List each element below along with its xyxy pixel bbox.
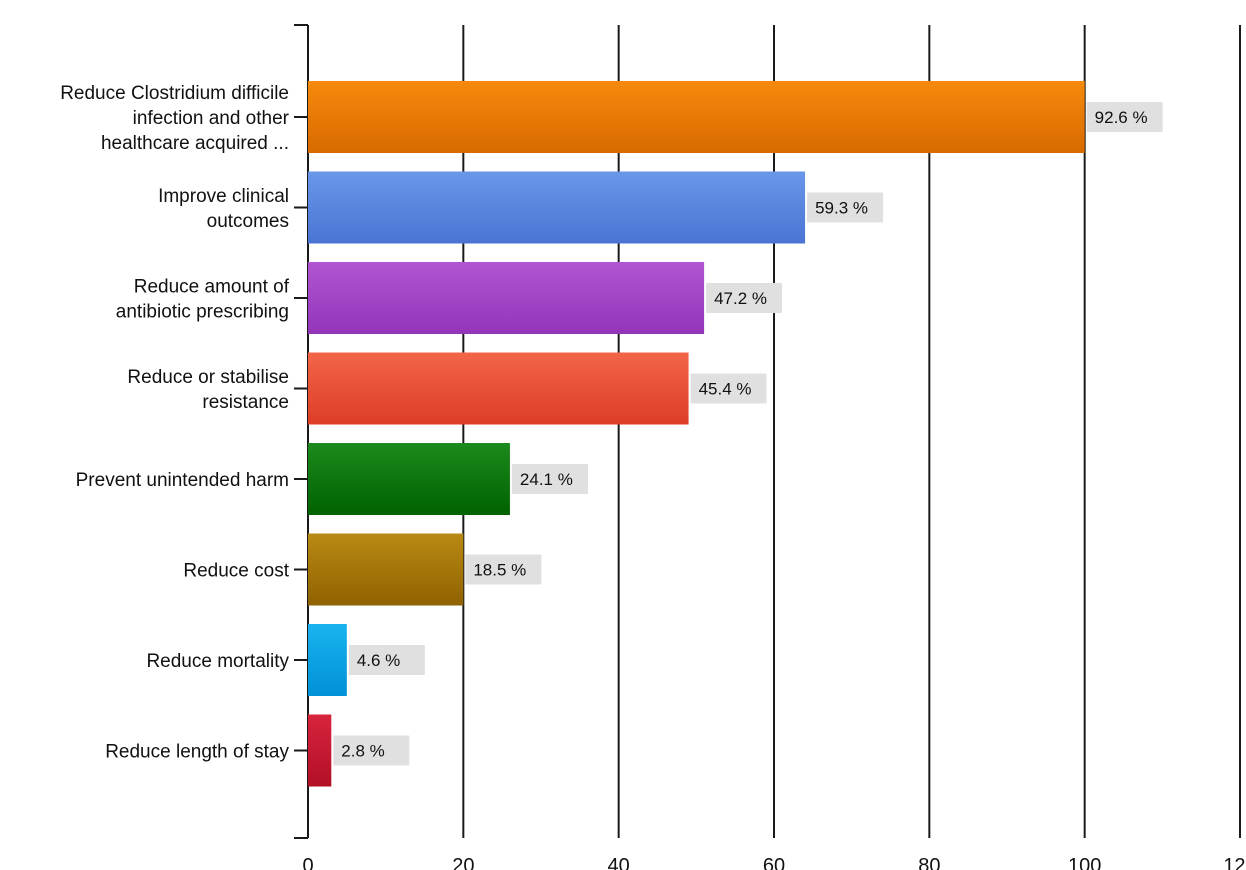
bar [308, 443, 510, 515]
data-label: 18.5 % [473, 561, 526, 580]
x-tick-label: 60 [763, 855, 785, 870]
category-label: Reduce cost [183, 561, 289, 582]
category-label: Prevent unintended harm [76, 470, 289, 491]
bar [308, 171, 806, 244]
data-label: 2.8 % [341, 742, 384, 761]
category-label: Reduce amount of antibiotic prescribing [116, 277, 290, 323]
data-label-background [690, 373, 767, 404]
category-label: Reduce mortality [146, 651, 289, 672]
bar [308, 533, 464, 606]
data-label-background [1086, 102, 1163, 132]
data-label: 59.3 % [815, 199, 868, 218]
category-label: Reduce length of stay [105, 742, 289, 763]
data-label-background [348, 645, 425, 675]
category-labels: Reduce Clostridium difficile infection an… [60, 83, 290, 763]
data-label: 92.6 % [1095, 108, 1148, 127]
data-label: 4.6 % [357, 651, 400, 670]
data-label: 24.1 % [520, 470, 573, 489]
data-label-background [333, 735, 410, 766]
axes [294, 24, 309, 839]
data-label-background [706, 283, 783, 313]
x-tick-label: 80 [918, 855, 940, 870]
bar [308, 352, 689, 425]
category-label: Reduce Clostridium difficile infection an… [60, 83, 289, 154]
bar [308, 624, 347, 696]
data-labels: 92.6 % 59.3 % 47.2 % 45.4 % 24.1 % 18.5 % 4.6 … [333, 102, 1163, 766]
x-tick-label: 100 [1068, 855, 1101, 870]
x-tick-label: 40 [608, 855, 630, 870]
data-label-background [807, 192, 884, 223]
x-tick-label: 0 [302, 855, 313, 870]
data-label-background [511, 464, 588, 494]
bar [308, 262, 705, 334]
x-tick-label: 20 [452, 855, 474, 870]
data-label: 47.2 % [714, 289, 767, 308]
x-tick-label: 120 [1223, 855, 1246, 870]
bar [308, 714, 332, 787]
x-tick-labels: 0 20 40 60 80 100 120 [302, 855, 1246, 870]
category-label: Reduce or stabilise resistance [127, 367, 289, 413]
category-label: Improve clinical outcomes [158, 186, 289, 232]
bars [308, 81, 1085, 787]
bar [308, 81, 1085, 153]
grid-lines [462, 25, 1241, 838]
data-label: 45.4 % [699, 380, 752, 399]
data-label-background [465, 554, 542, 585]
